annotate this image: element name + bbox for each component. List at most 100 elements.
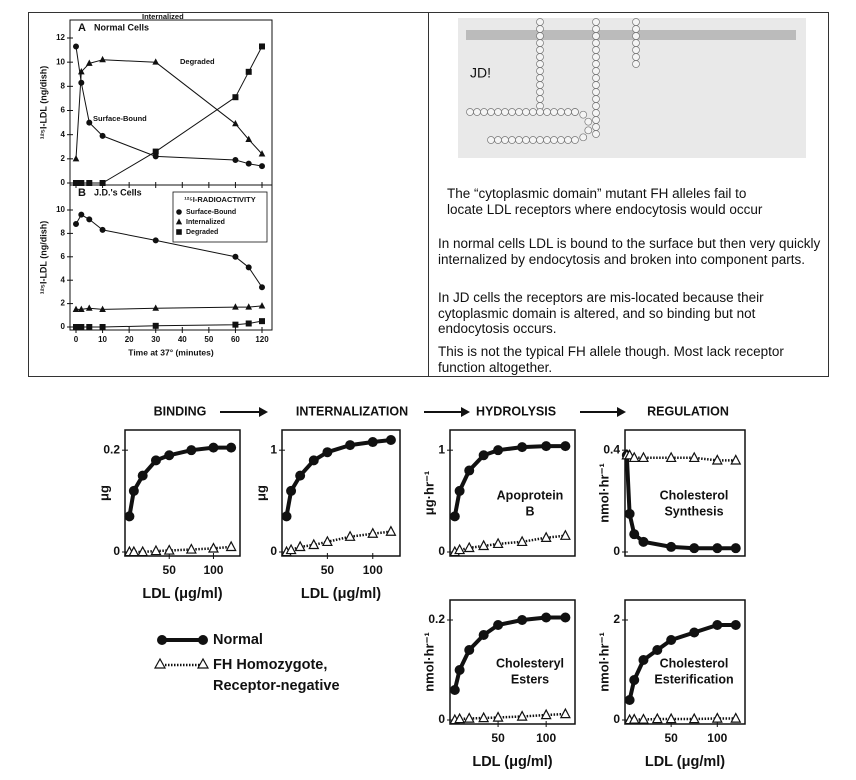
x-tick-label: 0: [74, 335, 79, 344]
bead: [501, 136, 509, 144]
plot-frame: [624, 599, 746, 725]
bead: [536, 18, 544, 26]
marker: [78, 324, 85, 330]
x-axis-label: LDL (μg/ml): [645, 754, 725, 770]
y-tick-label: 0: [61, 322, 66, 331]
stage-label: HYDROLYSIS: [476, 404, 556, 418]
marker: [232, 119, 239, 127]
marker: [492, 537, 504, 549]
legend-label: Surface-Bound: [186, 209, 236, 216]
legend-label: FH Homozygote,: [213, 657, 327, 673]
arrow-head: [259, 407, 268, 417]
inset-label: Cholesterol: [660, 488, 729, 502]
marker: [99, 226, 106, 233]
y-axis-label: μg: [253, 485, 268, 501]
inset-label: B: [525, 504, 534, 518]
series-annotation: Internalized: [142, 12, 184, 21]
bead: [529, 136, 537, 144]
bead: [508, 108, 516, 116]
marker: [152, 153, 159, 160]
y-tick-label: 8: [61, 81, 66, 90]
series-line: [127, 445, 232, 517]
marker: [493, 620, 504, 630]
bead: [584, 126, 593, 135]
bead: [536, 25, 544, 33]
marker: [152, 58, 160, 65]
plot-frame: [281, 429, 401, 557]
y-tick-label: 1: [270, 442, 277, 456]
marker: [385, 525, 397, 536]
marker: [258, 302, 266, 309]
marker: [730, 543, 741, 554]
y-tick-label: 6: [61, 252, 66, 261]
marker: [478, 630, 489, 640]
y-tick-label: 0: [113, 544, 120, 558]
marker: [258, 150, 266, 157]
marker: [688, 712, 700, 724]
marker: [73, 324, 79, 330]
marker: [245, 68, 252, 75]
y-axis-label: nmol·hr⁻¹: [421, 632, 436, 692]
paragraph: This is not the typical FH allele though…: [438, 344, 784, 375]
marker: [294, 540, 306, 552]
bead: [494, 108, 502, 116]
bead: [529, 108, 537, 116]
marker: [99, 132, 106, 139]
marker: [666, 541, 677, 552]
marker: [638, 536, 649, 547]
bead: [536, 88, 544, 96]
y-tick-label: 0.2: [428, 612, 445, 626]
y-tick-label: 0.2: [103, 442, 120, 456]
marker: [638, 655, 649, 665]
marker: [245, 264, 252, 271]
inset-label: Apoprotein: [497, 488, 564, 502]
y-tick-label: 8: [61, 229, 66, 238]
marker: [322, 447, 333, 458]
marker: [711, 454, 723, 465]
marker: [226, 442, 237, 453]
marker: [163, 544, 175, 555]
bead: [592, 109, 600, 117]
marker: [99, 305, 106, 312]
marker: [478, 450, 489, 461]
plot-frame: [624, 429, 746, 557]
inset-label: Cholesterol: [660, 656, 729, 670]
legend-marker: [198, 635, 208, 645]
marker: [665, 712, 677, 724]
marker: [77, 305, 85, 312]
bead: [592, 53, 600, 61]
x-tick-label: 100: [203, 563, 223, 577]
legend-frame: [172, 191, 268, 243]
marker: [517, 442, 528, 453]
y-axis-label: nmol·hr⁻¹: [596, 463, 611, 523]
marker: [629, 675, 640, 685]
x-tick-label: 50: [664, 731, 678, 745]
series-line: [75, 59, 263, 159]
x-tick-label: 50: [204, 335, 213, 344]
legend-marker: [153, 657, 167, 669]
marker: [454, 543, 466, 555]
x-axis-label: LDL (μg/ml): [301, 586, 381, 602]
panel-title: Normal Cells: [94, 22, 149, 32]
bead: [536, 67, 544, 75]
marker: [259, 43, 265, 50]
marker: [137, 545, 149, 557]
marker: [232, 253, 239, 260]
marker: [463, 712, 475, 723]
bead: [632, 39, 640, 47]
bead: [632, 60, 640, 68]
marker: [99, 55, 106, 63]
legend-title: ¹²⁵I-RADIOACTIVITY: [184, 195, 255, 204]
bead: [592, 18, 600, 26]
image-label: JD!: [470, 65, 491, 81]
receptor-chains: [466, 18, 640, 144]
marker: [321, 535, 333, 547]
marker: [259, 284, 265, 291]
marker: [730, 712, 742, 723]
legend-marker: [157, 635, 167, 645]
marker: [559, 529, 571, 540]
plot-frame: [449, 599, 576, 725]
series-annotation: Surface-Bound: [93, 114, 147, 123]
bead: [592, 130, 600, 138]
bead: [592, 123, 600, 131]
